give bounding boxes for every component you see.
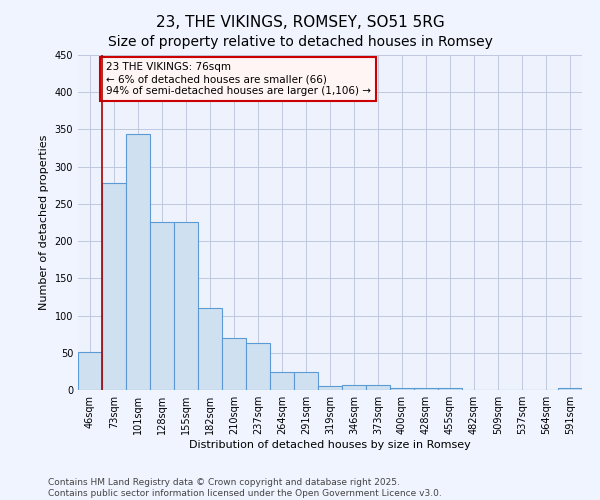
X-axis label: Distribution of detached houses by size in Romsey: Distribution of detached houses by size … [189,440,471,450]
Bar [150,222,174,390]
Bar [174,222,198,390]
Bar [126,134,150,390]
Bar [78,352,102,390]
Bar [270,372,294,390]
Bar [102,183,126,390]
Text: Size of property relative to detached houses in Romsey: Size of property relative to detached ho… [107,35,493,49]
Bar [414,388,438,390]
Bar [390,388,414,390]
Bar [222,338,246,390]
Bar [366,385,390,390]
Text: 23, THE VIKINGS, ROMSEY, SO51 5RG: 23, THE VIKINGS, ROMSEY, SO51 5RG [155,15,445,30]
Y-axis label: Number of detached properties: Number of detached properties [39,135,49,310]
Bar [294,372,318,390]
Bar [438,388,462,390]
Bar [246,343,270,390]
Text: Contains HM Land Registry data © Crown copyright and database right 2025.
Contai: Contains HM Land Registry data © Crown c… [48,478,442,498]
Bar [342,385,366,390]
Text: 23 THE VIKINGS: 76sqm
← 6% of detached houses are smaller (66)
94% of semi-detac: 23 THE VIKINGS: 76sqm ← 6% of detached h… [106,62,371,96]
Bar [558,388,582,390]
Bar [198,308,222,390]
Bar [318,386,342,390]
